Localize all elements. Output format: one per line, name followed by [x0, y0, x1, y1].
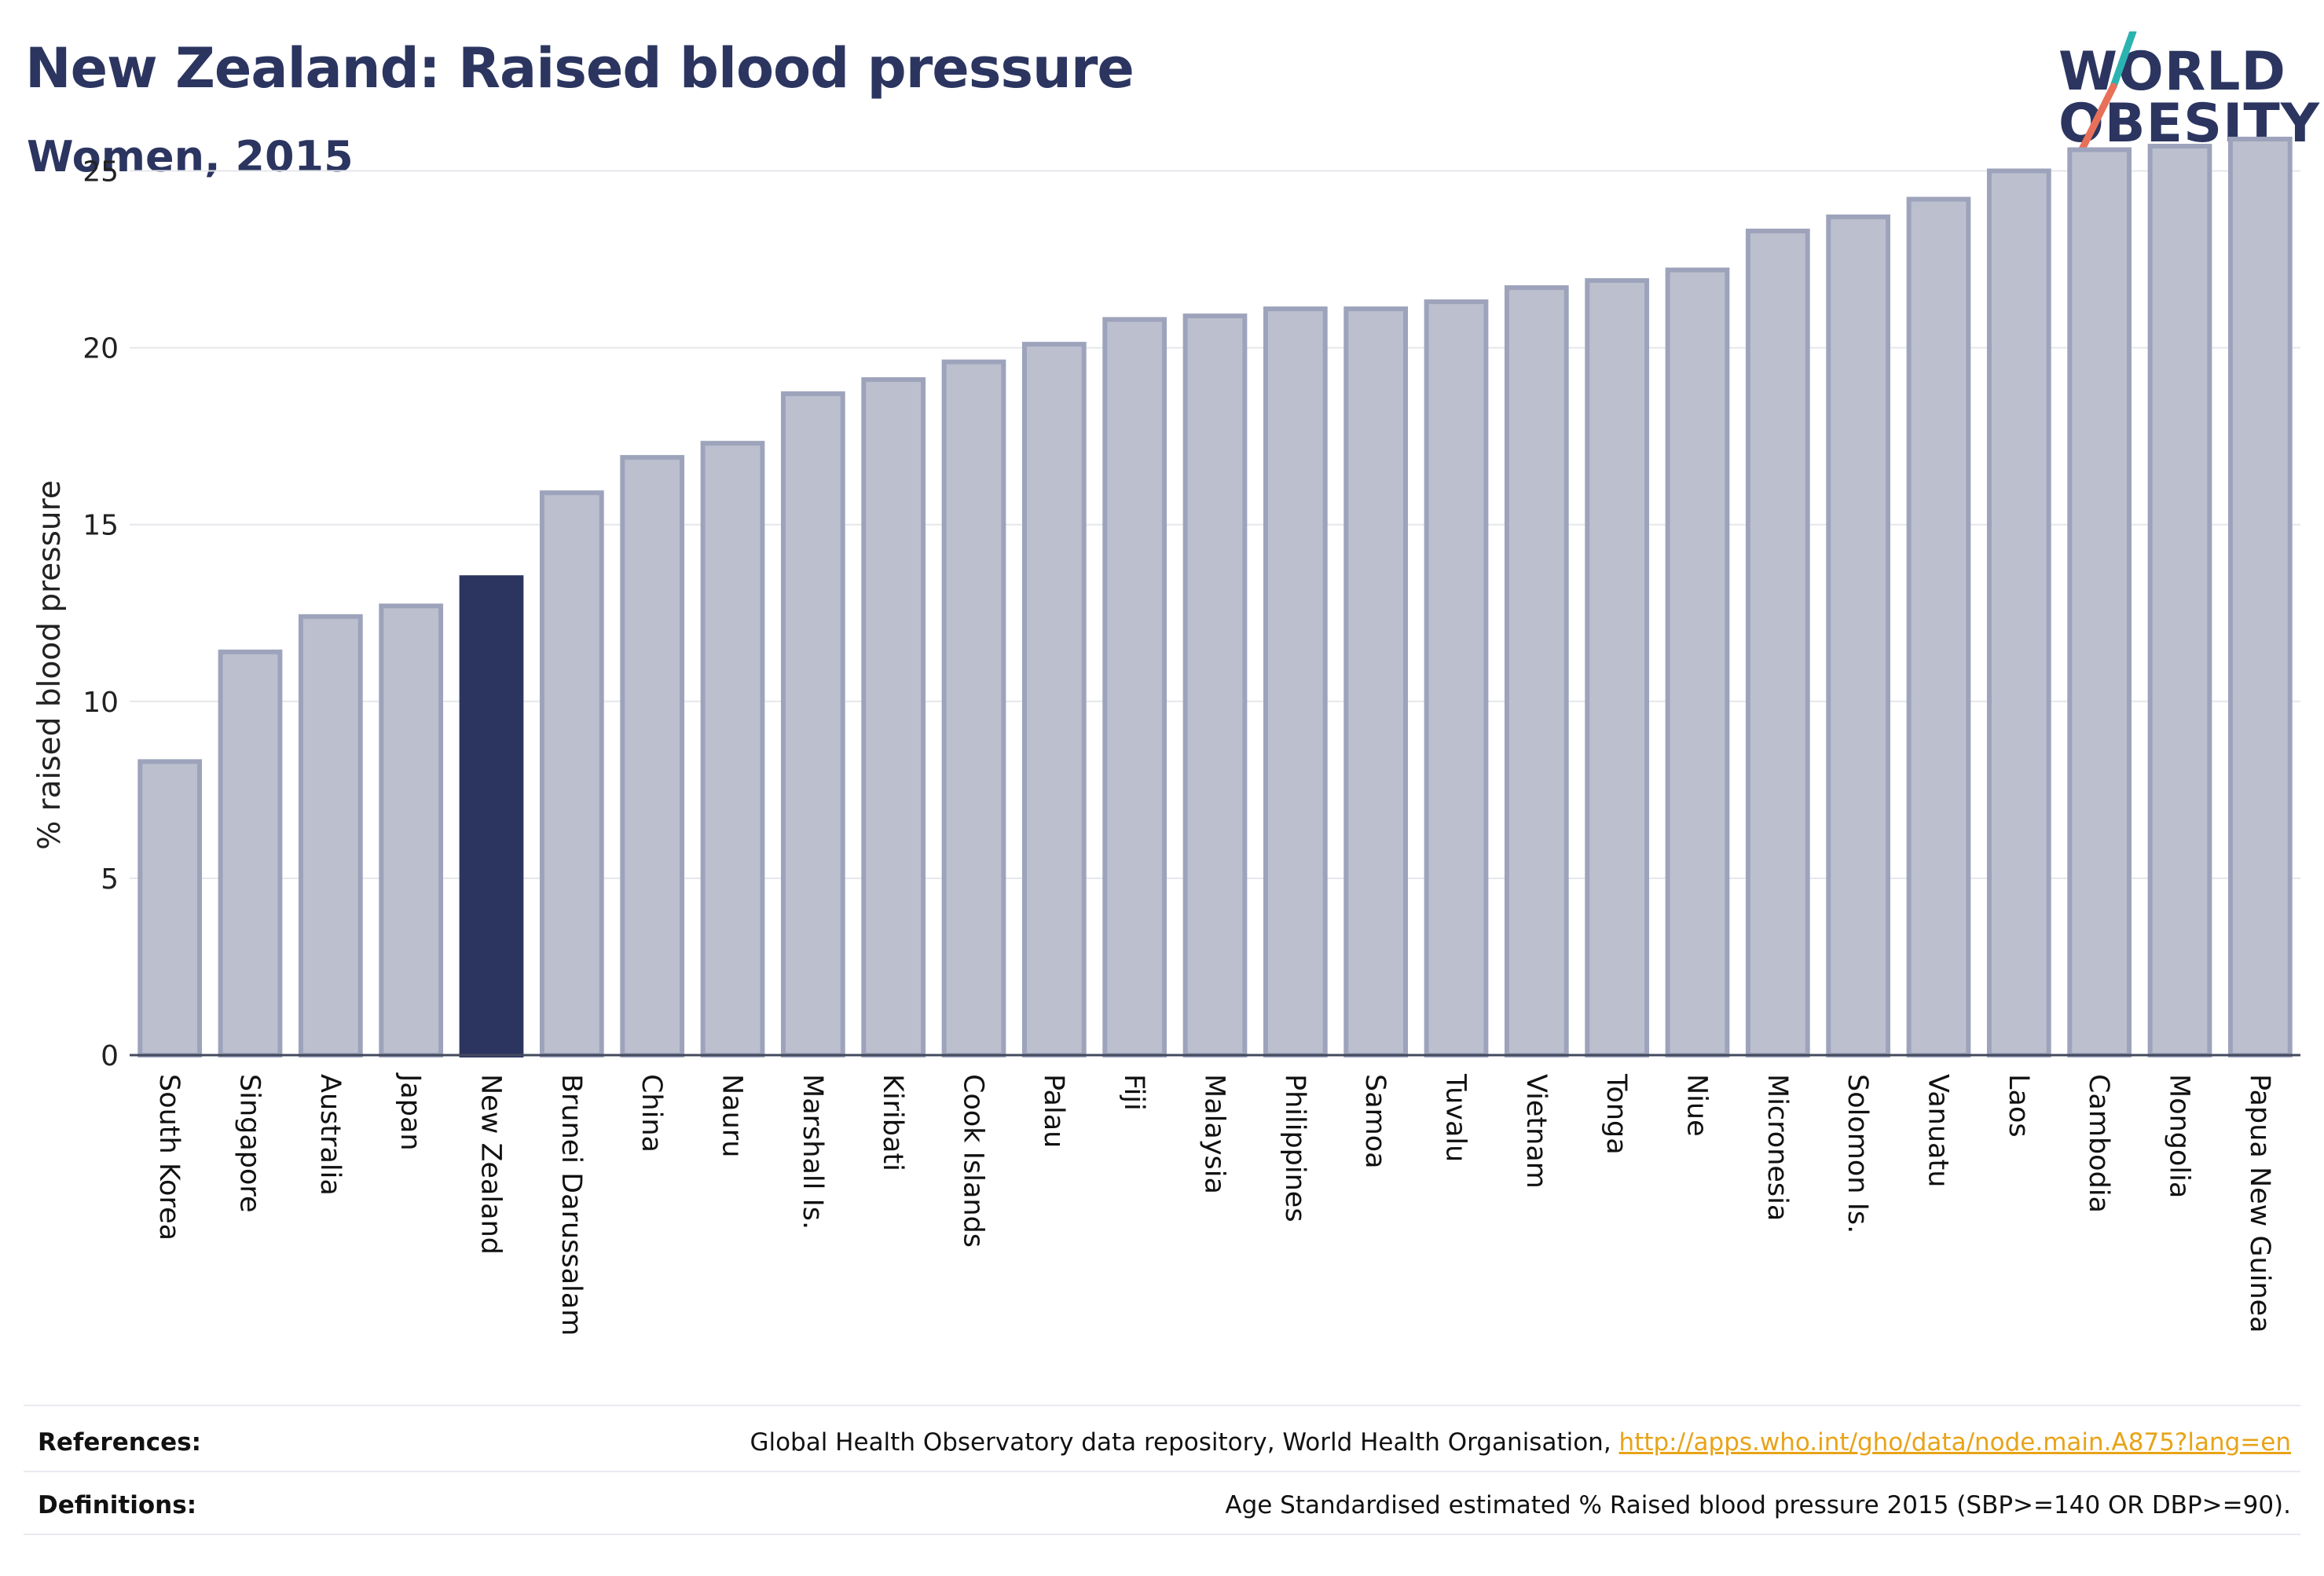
bar-nauru — [700, 441, 765, 1057]
bar-tuvalu — [1424, 299, 1489, 1058]
y-tick-label: 0 — [101, 1040, 119, 1072]
bar-laos — [1986, 168, 2051, 1057]
x-tick-label: Palau — [1038, 1074, 1069, 1148]
x-tick-label: Vanuatu — [1923, 1074, 1954, 1187]
x-tick-label: Micronesia — [1761, 1074, 1793, 1221]
chart-subtitle: Women, 2015 — [27, 132, 354, 181]
y-tick-label: 20 — [82, 333, 119, 365]
y-axis-label: % raised blood pressure — [32, 480, 68, 850]
bar-singapore — [218, 649, 283, 1057]
bars — [137, 137, 2293, 1058]
references-link[interactable]: http://apps.who.int/gho/data/node.main.A… — [1618, 1428, 2291, 1457]
bar-niue — [1665, 267, 1730, 1058]
y-tick-label: 10 — [82, 687, 119, 719]
x-tick-label: Mongolia — [2164, 1074, 2195, 1198]
bar-cambodia — [2067, 147, 2132, 1058]
x-tick-label: Fiji — [1118, 1074, 1149, 1111]
definitions-text: Age Standardised estimated % Raised bloo… — [1225, 1491, 2291, 1519]
bar-brunei-darussalam — [539, 490, 604, 1057]
bar-cook-islands — [941, 359, 1006, 1057]
chart-title: New Zealand: Raised blood pressure — [25, 36, 1135, 101]
references-source: Global Health Observatory data repositor… — [750, 1428, 1611, 1457]
x-tick-label: Samoa — [1359, 1074, 1391, 1169]
x-tick-label: Singapore — [234, 1074, 266, 1213]
x-tick-label: Nauru — [717, 1074, 748, 1157]
definitions-label: Definitions: — [38, 1491, 197, 1519]
bar-chart: 0 5 10 15 20 25 South Korea Singapore Australia… — [32, 137, 2300, 1336]
bar-micronesia — [1745, 229, 1810, 1057]
x-tick-label: Laos — [2003, 1074, 2034, 1138]
x-tick-labels: South Korea Singapore Australia Japan New Ze… — [153, 1072, 2275, 1336]
references-label: References: — [38, 1428, 202, 1457]
x-tick-label: Niue — [1681, 1074, 1713, 1137]
x-tick-label: Philippines — [1279, 1074, 1310, 1222]
y-tick-label: 5 — [101, 863, 119, 896]
x-tick-label: Marshall Is. — [797, 1074, 828, 1230]
bar-vietnam — [1504, 285, 1569, 1057]
x-tick-label: New Zealand — [475, 1074, 507, 1255]
x-tick-label: Papua New Guinea — [2244, 1074, 2275, 1333]
bar-philippines — [1263, 306, 1328, 1058]
logo-slash-icon — [2074, 31, 2137, 161]
bar-samoa — [1343, 306, 1409, 1058]
bar-marshall-is — [780, 391, 845, 1057]
y-tick-label: 15 — [82, 510, 119, 542]
bar-kiribati — [861, 377, 926, 1057]
bar-palau — [1021, 342, 1087, 1058]
x-tick-label: Japan — [394, 1072, 426, 1151]
bar-china — [620, 455, 685, 1057]
bar-japan — [379, 603, 444, 1057]
x-tick-label: Tonga — [1600, 1073, 1632, 1155]
x-tick-label: Australia — [314, 1074, 346, 1196]
y-tick-label: 25 — [82, 156, 119, 189]
x-tick-label: Vietnam — [1520, 1074, 1552, 1189]
x-tick-label: Kiribati — [877, 1074, 908, 1171]
x-tick-label: Brunei Darussalam — [555, 1074, 587, 1336]
footer-divider-middle — [24, 1471, 2300, 1472]
bar-tonga — [1585, 278, 1650, 1057]
bar-mongolia — [2147, 144, 2212, 1057]
bar-papua-new-guinea — [2227, 137, 2293, 1057]
bar-new-zealand — [459, 575, 524, 1057]
bar-solomon-is — [1826, 214, 1891, 1057]
footer-divider-bottom — [24, 1534, 2300, 1535]
footer-divider-top — [24, 1405, 2300, 1406]
bar-australia — [298, 614, 363, 1057]
bar-malaysia — [1182, 313, 1248, 1057]
bar-south-korea — [137, 759, 203, 1057]
x-tick-label: Cook Islands — [958, 1074, 989, 1248]
x-tick-label: Tuvalu — [1440, 1073, 1472, 1162]
bar-fiji — [1102, 317, 1167, 1057]
x-tick-label: China — [636, 1074, 667, 1153]
logo-line1: WORLD — [2058, 41, 2286, 103]
y-tick-labels: 0 5 10 15 20 25 — [82, 156, 119, 1072]
x-tick-label: Malaysia — [1199, 1074, 1230, 1194]
x-tick-label: Solomon Is. — [1842, 1074, 1873, 1233]
bar-vanuatu — [1906, 196, 1971, 1057]
x-tick-label: South Korea — [153, 1074, 185, 1241]
x-tick-label: Cambodia — [2083, 1074, 2114, 1213]
references-text: Global Health Observatory data repositor… — [750, 1428, 2291, 1457]
